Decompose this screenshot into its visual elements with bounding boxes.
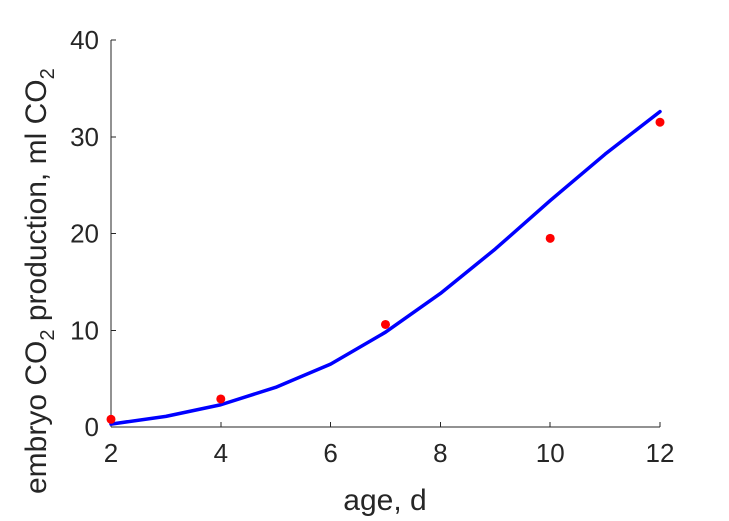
y-tick-label: 30 [70,122,99,152]
data-point [381,319,390,329]
data-point [216,394,226,404]
y-tick-label: 10 [70,315,99,345]
x-tick-label: 6 [323,438,337,468]
y-axis-label-subscript-1: 2 [37,330,59,341]
axes [110,40,660,428]
plot-area [106,109,665,426]
y-axis-label: embryo CO2 production, ml CO2 [20,68,59,494]
x-tick-label: 8 [433,438,447,468]
y-ticks: 0 10 20 30 40 [70,25,116,442]
y-tick-label: 0 [85,412,99,442]
y-tick-label: 40 [70,25,99,55]
y-axis-label-subscript-2: 2 [37,68,59,79]
y-axis-label-middle: production, ml CO [20,79,53,329]
y-axis-label-prefix: embryo CO [20,341,53,494]
x-tick-label: 10 [536,438,565,468]
data-point [545,233,555,243]
x-tick-label: 2 [104,438,118,468]
data-point [106,414,116,424]
data-point [655,117,665,127]
y-tick-label: 20 [70,219,99,249]
x-axis-label: age, d [343,484,426,517]
model-curve [109,109,662,426]
x-tick-label: 12 [646,438,675,468]
x-tick-label: 4 [214,438,228,468]
x-ticks: 2 4 6 8 10 12 [104,422,675,468]
